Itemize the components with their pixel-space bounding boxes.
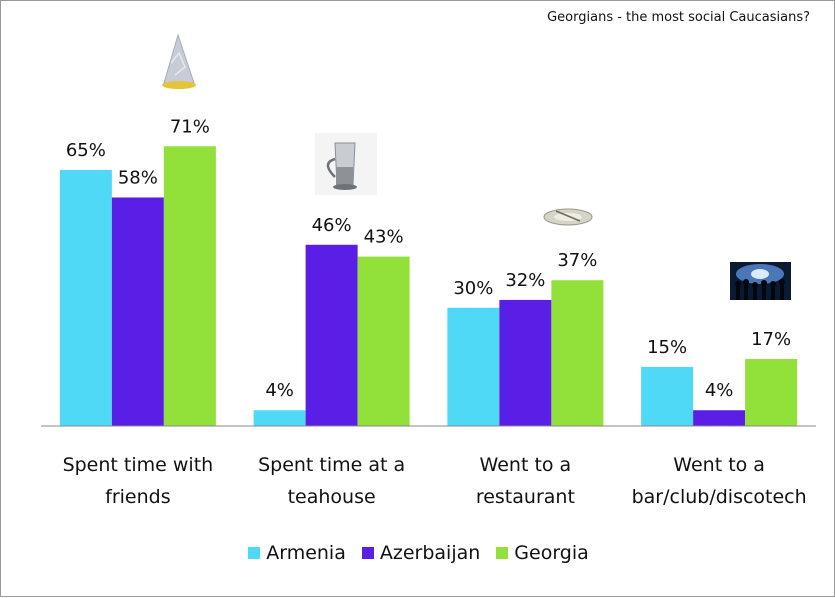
legend-label-azerbaijan: Azerbaijan — [379, 542, 481, 564]
data-label-azerbaijan-4: 4% — [705, 380, 734, 401]
data-label-georgia-3: 37% — [557, 250, 597, 271]
party-hat-icon — [162, 33, 196, 89]
legend-item-azerbaijan: Azerbaijan — [361, 542, 481, 564]
bar-armenia-3 — [447, 307, 500, 426]
legend-swatch-azerbaijan — [361, 547, 374, 559]
x-tick-labels: Spent time with friends Spent time at a tea… — [63, 454, 807, 508]
data-label-armenia-1: 65% — [66, 140, 106, 161]
x-tick-label-3-line-2: restaurant — [476, 486, 575, 508]
dinner-plate-icon — [543, 208, 593, 226]
x-tick-label-2-line-1: Spent time at a — [258, 454, 405, 476]
bar-georgia-3 — [551, 280, 604, 426]
nightclub-crowd-icon — [730, 262, 791, 300]
legend: Armenia Azerbaijan Georgia — [1, 542, 835, 564]
data-label-georgia-1: 71% — [170, 116, 210, 137]
bar-georgia-4 — [745, 359, 798, 426]
bar-azerbaijan-3 — [499, 299, 552, 426]
bar-armenia-4 — [641, 366, 694, 426]
data-label-armenia-2: 4% — [265, 380, 294, 401]
data-label-azerbaijan-2: 46% — [312, 215, 352, 236]
data-label-georgia-2: 43% — [364, 227, 404, 248]
legend-label-armenia: Armenia — [266, 542, 346, 564]
legend-item-armenia: Armenia — [248, 542, 346, 564]
x-tick-label-3-line-1: Went to a — [480, 454, 572, 476]
data-label-azerbaijan-3: 32% — [505, 270, 545, 291]
data-labels-layer: 65% 58% 71% 4% 46% 43% 30% 32% 37% 15% 4% 17% — [66, 116, 791, 401]
bar-georgia-1 — [163, 146, 216, 426]
legend-label-georgia: Georgia — [514, 542, 589, 564]
x-tick-label-4-line-1: Went to a — [673, 454, 765, 476]
bar-georgia-2 — [357, 256, 410, 426]
legend-swatch-armenia — [248, 547, 261, 559]
chart-title: Georgians - the most social Caucasians? — [547, 10, 810, 25]
bars-layer — [59, 146, 798, 426]
bar-armenia-1 — [59, 169, 112, 426]
bar-azerbaijan-1 — [111, 197, 164, 426]
tea-glass-icon — [315, 133, 377, 195]
data-label-azerbaijan-1: 58% — [118, 167, 158, 188]
x-tick-label-1-line-2: friends — [105, 486, 170, 508]
data-label-georgia-4: 17% — [751, 329, 791, 350]
data-label-armenia-3: 30% — [453, 278, 493, 299]
data-label-armenia-4: 15% — [647, 337, 687, 358]
bar-armenia-2 — [253, 410, 306, 426]
legend-swatch-georgia — [496, 547, 509, 559]
x-tick-label-2-line-2: teahouse — [288, 486, 376, 508]
decorations-layer — [162, 33, 791, 300]
bar-azerbaijan-4 — [693, 410, 746, 426]
bar-azerbaijan-2 — [305, 244, 358, 426]
x-tick-label-1-line-1: Spent time with — [63, 454, 214, 476]
x-tick-label-4-line-2: bar/club/discotech — [632, 486, 807, 508]
legend-item-georgia: Georgia — [496, 542, 589, 564]
